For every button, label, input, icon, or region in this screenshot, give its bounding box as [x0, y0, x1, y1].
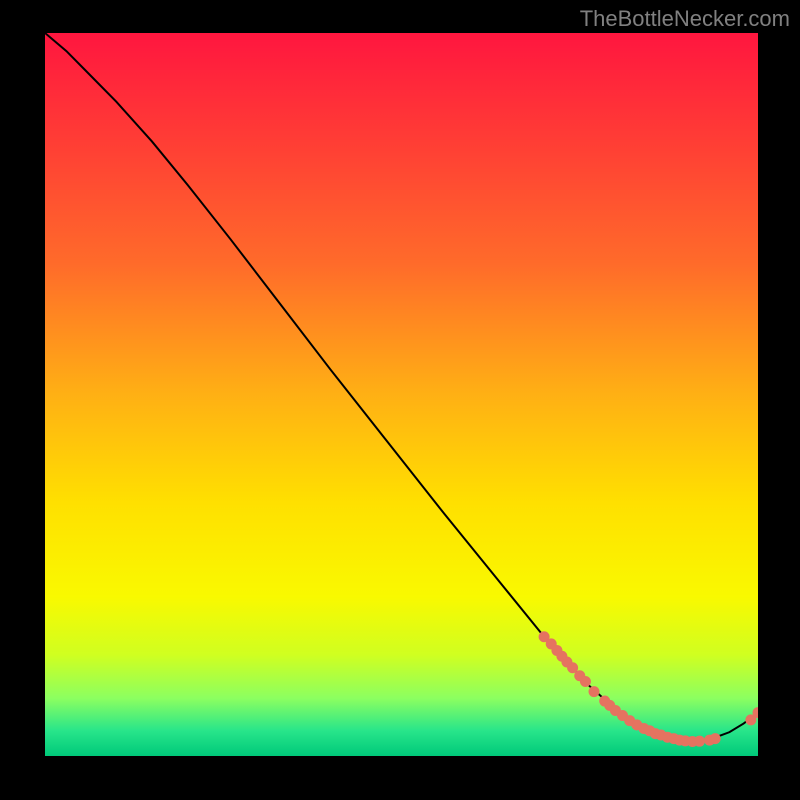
data-marker [710, 734, 720, 744]
data-marker [695, 736, 705, 746]
watermark-label: TheBottleNecker.com [580, 6, 790, 32]
data-marker [589, 687, 599, 697]
bottleneck-plot [45, 33, 758, 756]
data-marker [568, 663, 578, 673]
chart-canvas: TheBottleNecker.com [0, 0, 800, 800]
data-marker [580, 677, 590, 687]
